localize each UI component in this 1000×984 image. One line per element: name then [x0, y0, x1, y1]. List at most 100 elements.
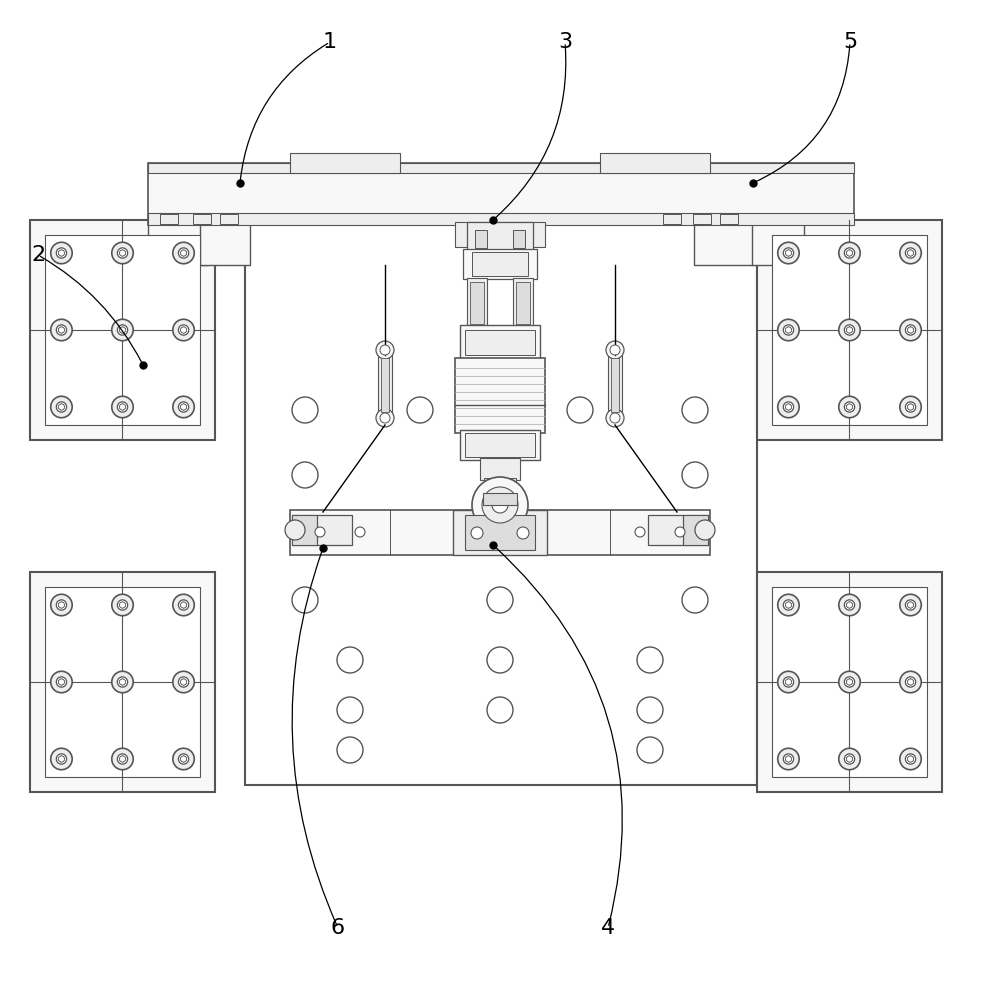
- Circle shape: [900, 748, 921, 769]
- Circle shape: [785, 679, 791, 685]
- Circle shape: [610, 413, 620, 423]
- Circle shape: [846, 327, 853, 333]
- Circle shape: [908, 404, 914, 410]
- Bar: [378, 355, 392, 415]
- Circle shape: [908, 327, 914, 333]
- Bar: [757, 572, 942, 792]
- Bar: [45, 587, 200, 777]
- Circle shape: [119, 756, 126, 762]
- Bar: [30, 220, 215, 440]
- Circle shape: [695, 520, 715, 540]
- Circle shape: [785, 250, 791, 256]
- Circle shape: [567, 397, 593, 423]
- Circle shape: [908, 679, 914, 685]
- Circle shape: [119, 679, 126, 685]
- Circle shape: [181, 250, 187, 256]
- Bar: [148, 163, 854, 173]
- Circle shape: [482, 487, 518, 523]
- Circle shape: [58, 602, 64, 608]
- Circle shape: [846, 756, 853, 762]
- Circle shape: [173, 748, 194, 769]
- Circle shape: [112, 594, 133, 616]
- Circle shape: [119, 756, 126, 762]
- Circle shape: [119, 404, 126, 410]
- Circle shape: [337, 737, 363, 763]
- Circle shape: [173, 594, 194, 616]
- Circle shape: [181, 602, 187, 608]
- Circle shape: [181, 250, 187, 256]
- Circle shape: [900, 319, 921, 340]
- Circle shape: [56, 248, 67, 258]
- Circle shape: [285, 520, 305, 540]
- Bar: [460, 430, 540, 460]
- Circle shape: [846, 602, 853, 608]
- Bar: [480, 458, 520, 480]
- Circle shape: [846, 404, 853, 410]
- Circle shape: [908, 602, 914, 608]
- Circle shape: [58, 679, 64, 685]
- Bar: [608, 355, 622, 415]
- Circle shape: [173, 671, 194, 693]
- Circle shape: [908, 679, 914, 685]
- Bar: [455, 358, 545, 433]
- Circle shape: [783, 248, 794, 258]
- Circle shape: [487, 697, 513, 723]
- Circle shape: [635, 527, 645, 537]
- Circle shape: [783, 600, 794, 610]
- Circle shape: [112, 671, 133, 693]
- Circle shape: [610, 345, 620, 355]
- Circle shape: [376, 409, 394, 427]
- Bar: [752, 215, 804, 265]
- Bar: [148, 163, 854, 225]
- Circle shape: [376, 341, 394, 359]
- Circle shape: [58, 602, 64, 608]
- Circle shape: [908, 327, 914, 333]
- Circle shape: [785, 250, 791, 256]
- Circle shape: [785, 327, 791, 333]
- Circle shape: [846, 250, 853, 256]
- Circle shape: [908, 602, 914, 608]
- Circle shape: [117, 600, 128, 610]
- Circle shape: [905, 600, 916, 610]
- Bar: [465, 433, 535, 457]
- Bar: [465, 515, 535, 550]
- Bar: [600, 153, 710, 173]
- Circle shape: [487, 647, 513, 673]
- Circle shape: [119, 679, 126, 685]
- Circle shape: [839, 748, 860, 769]
- Circle shape: [119, 602, 126, 608]
- Circle shape: [58, 327, 64, 333]
- Circle shape: [56, 754, 67, 765]
- Circle shape: [58, 250, 64, 256]
- Bar: [148, 213, 854, 225]
- Circle shape: [785, 404, 791, 410]
- Circle shape: [119, 327, 126, 333]
- Circle shape: [117, 677, 128, 687]
- Circle shape: [58, 327, 64, 333]
- Circle shape: [637, 737, 663, 763]
- Bar: [648, 515, 708, 545]
- Bar: [694, 215, 754, 265]
- Bar: [663, 214, 681, 224]
- Circle shape: [119, 679, 126, 685]
- Circle shape: [682, 462, 708, 488]
- Circle shape: [178, 677, 189, 687]
- Circle shape: [58, 404, 64, 410]
- Circle shape: [119, 327, 126, 333]
- Circle shape: [181, 679, 187, 685]
- Circle shape: [56, 401, 67, 412]
- Circle shape: [839, 671, 860, 693]
- Circle shape: [112, 397, 133, 418]
- Circle shape: [682, 587, 708, 613]
- Bar: [683, 515, 708, 545]
- Bar: [193, 214, 211, 224]
- Circle shape: [905, 248, 916, 258]
- Text: 6: 6: [331, 918, 345, 938]
- Circle shape: [181, 250, 187, 256]
- Circle shape: [846, 327, 853, 333]
- Circle shape: [783, 325, 794, 336]
- Circle shape: [785, 679, 791, 685]
- Bar: [757, 220, 942, 440]
- Circle shape: [58, 756, 64, 762]
- Circle shape: [173, 242, 194, 264]
